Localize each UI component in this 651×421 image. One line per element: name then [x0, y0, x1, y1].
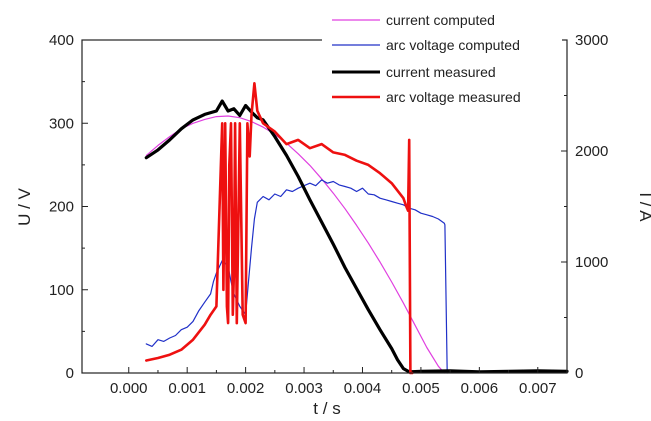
- left-axis-title: U / V: [15, 187, 34, 225]
- series-line-3: [145, 82, 414, 375]
- legend: current computed arc voltage computed cu…: [322, 4, 562, 112]
- x-tick-label: 0.003: [285, 380, 323, 397]
- series-line-2: [144, 99, 569, 374]
- right-y-tick-label: 3000: [575, 32, 608, 49]
- x-tick-label: 0.007: [519, 380, 557, 397]
- x-tick-label: 0.002: [227, 380, 265, 397]
- series-line-0: [145, 115, 445, 374]
- left-y-tick-label: 100: [49, 282, 74, 299]
- x-tick-label: 0.005: [402, 380, 440, 397]
- right-y-tick-label: 0: [575, 365, 583, 382]
- left-y-tick-label: 0: [66, 365, 74, 382]
- x-axis-title: t / s: [313, 399, 340, 418]
- right-axis-title: I / A: [636, 192, 651, 222]
- legend-background: [322, 4, 562, 112]
- x-tick-label: 0.004: [344, 380, 382, 397]
- series-layer: [144, 82, 569, 375]
- x-tick-label: 0.006: [461, 380, 499, 397]
- legend-label-arc-voltage-measured: arc voltage measured: [386, 89, 521, 105]
- axis-layer: 0.000 0.001 0.002 0.003 0.004 0.005 0.006 0.007…: [49, 32, 608, 397]
- x-tick-label: 0.001: [168, 380, 206, 397]
- right-y-tick-label: 2000: [575, 143, 608, 160]
- left-y-tick-label: 300: [49, 115, 74, 132]
- right-y-tick-label: 1000: [575, 254, 608, 271]
- left-y-tick-label: 400: [49, 32, 74, 49]
- series-line-1: [145, 179, 448, 374]
- x-tick-label: 0.000: [110, 380, 148, 397]
- left-y-tick-label: 200: [49, 199, 74, 216]
- legend-label-arc-voltage-computed: arc voltage computed: [386, 37, 520, 53]
- legend-label-current-computed: current computed: [386, 12, 495, 28]
- legend-label-current-measured: current measured: [386, 64, 496, 80]
